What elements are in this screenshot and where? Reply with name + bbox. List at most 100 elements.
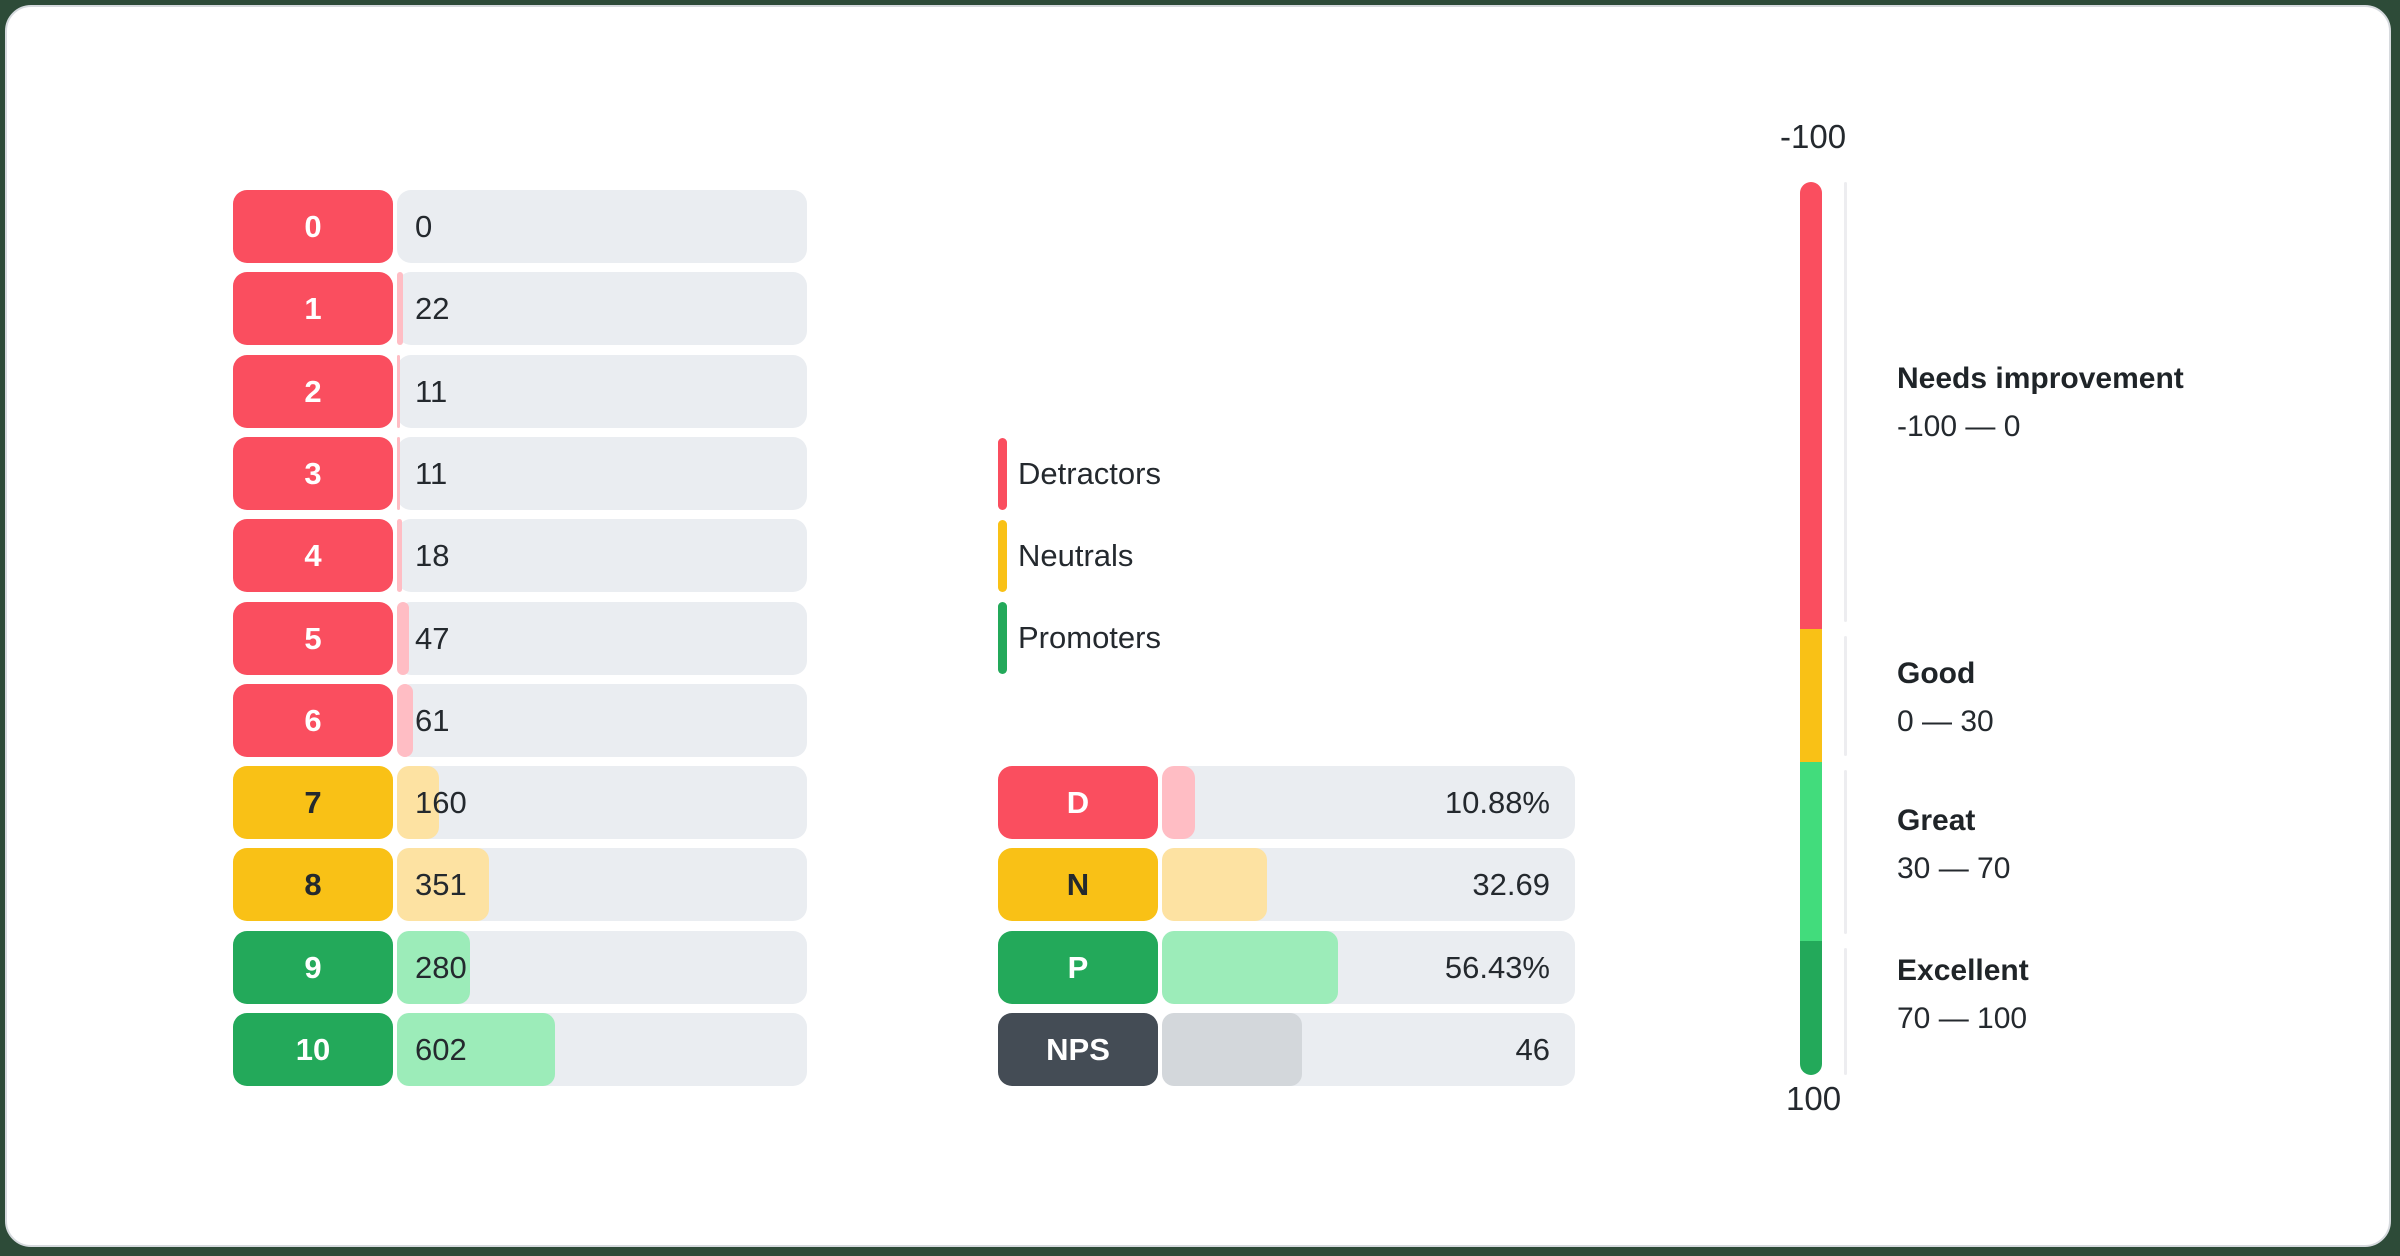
summary-value: 32.69 — [1472, 866, 1550, 902]
score-label: 7 — [233, 766, 393, 839]
score-track: 18 — [397, 519, 807, 592]
gauge-zone-name: Good — [1897, 657, 1976, 690]
score-value: 18 — [415, 537, 450, 573]
score-label: 6 — [233, 684, 393, 757]
score-label: 5 — [233, 602, 393, 675]
legend-marker-icon — [998, 520, 1007, 592]
score-label: 9 — [233, 931, 393, 1004]
score-label: 3 — [233, 437, 393, 510]
summary-track: 46 — [1162, 1013, 1575, 1086]
gauge-zone-name: Excellent — [1897, 954, 2029, 987]
gauge-axis-segment — [1844, 635, 1847, 756]
summary-label: NPS — [998, 1013, 1158, 1086]
score-label: 1 — [233, 272, 393, 345]
score-label: 8 — [233, 848, 393, 921]
gauge-zone-label: Excellent 70 — 100 — [1897, 954, 2029, 1036]
score-value: 61 — [415, 702, 450, 738]
score-track: 61 — [397, 684, 807, 757]
summary-fill — [1162, 766, 1195, 839]
gauge-zone-label: Needs improvement -100 — 0 — [1897, 362, 2184, 444]
score-track: 11 — [397, 437, 807, 510]
gauge-zone-range: 0 — 30 — [1897, 705, 1994, 738]
score-value: 351 — [415, 866, 467, 902]
score-fill — [397, 684, 413, 757]
score-value: 0 — [415, 208, 433, 244]
gauge-segment-great — [1800, 762, 1822, 942]
legend-marker-icon — [998, 438, 1007, 510]
score-fill — [397, 848, 490, 921]
gauge-zone-range: -100 — 0 — [1897, 410, 2021, 443]
score-row: 1 22 — [233, 272, 807, 345]
gauge-zone-label: Good 0 — 30 — [1897, 657, 1994, 739]
legend-item-neutrals[interactable]: Neutrals — [998, 520, 1133, 592]
score-fill — [397, 272, 403, 345]
summary-fill — [1162, 931, 1338, 1004]
score-value: 602 — [415, 1031, 467, 1067]
score-row: 8 351 — [233, 848, 807, 921]
score-track: 22 — [397, 272, 807, 345]
summary-track: 10.88% — [1162, 766, 1575, 839]
summary-value: 10.88% — [1444, 784, 1550, 820]
gauge-segment-needs-improvement — [1800, 182, 1822, 629]
summary-value: 46 — [1515, 1031, 1550, 1067]
summary-label: N — [998, 848, 1158, 921]
score-row: 7 160 — [233, 766, 807, 839]
legend-marker-icon — [998, 602, 1007, 674]
score-row: 5 47 — [233, 602, 807, 675]
gauge-axis-segment — [1844, 948, 1847, 1075]
score-label: 10 — [233, 1013, 393, 1086]
summary-label: D — [998, 766, 1158, 839]
summary-row-p: P 56.43% — [998, 931, 1575, 1004]
score-value: 160 — [415, 784, 467, 820]
score-track: 0 — [397, 190, 807, 263]
score-row: 4 18 — [233, 519, 807, 592]
score-label: 4 — [233, 519, 393, 592]
score-track: 602 — [397, 1013, 807, 1086]
summary-fill — [1162, 848, 1267, 921]
gauge-zone-label: Great 30 — 70 — [1897, 804, 2010, 886]
score-value: 11 — [415, 455, 448, 491]
gauge-axis-segment — [1844, 182, 1847, 622]
score-fill — [397, 602, 410, 675]
score-fill — [397, 355, 400, 428]
score-fill — [397, 766, 439, 839]
legend-item-promoters[interactable]: Promoters — [998, 602, 1161, 674]
gauge-max-label: 100 — [1786, 1080, 1842, 1117]
summary-value: 56.43% — [1444, 949, 1550, 985]
score-track: 160 — [397, 766, 807, 839]
score-track: 351 — [397, 848, 807, 921]
score-value: 280 — [415, 949, 467, 985]
gauge-zone-range: 30 — 70 — [1897, 852, 2011, 885]
score-row: 10 602 — [233, 1013, 807, 1086]
score-row: 9 280 — [233, 931, 807, 1004]
score-fill — [397, 1013, 555, 1086]
score-track: 47 — [397, 602, 807, 675]
score-track: 280 — [397, 931, 807, 1004]
score-value: 22 — [415, 290, 450, 326]
score-fill — [397, 437, 400, 510]
summary-track: 32.69 — [1162, 848, 1575, 921]
score-row: 6 61 — [233, 684, 807, 757]
gauge-min-label: -100 — [1780, 118, 1847, 155]
summary-track: 56.43% — [1162, 931, 1575, 1004]
score-value: 11 — [415, 373, 448, 409]
score-row: 3 11 — [233, 437, 807, 510]
gauge-zone-range: 70 — 100 — [1897, 1002, 2028, 1035]
gauge-bar — [1800, 182, 1822, 1075]
legend-label: Neutrals — [1018, 538, 1134, 573]
score-value: 47 — [415, 620, 450, 656]
summary-label: P — [998, 931, 1158, 1004]
legend-label: Promoters — [1018, 620, 1161, 655]
summary-row-d: D 10.88% — [998, 766, 1575, 839]
summary-row-n: N 32.69 — [998, 848, 1575, 921]
score-fill — [397, 519, 402, 592]
score-label: 2 — [233, 355, 393, 428]
score-label: 0 — [233, 190, 393, 263]
score-track: 11 — [397, 355, 807, 428]
summary-row-nps: NPS 46 — [998, 1013, 1575, 1086]
score-row: 2 11 — [233, 355, 807, 428]
legend-item-detractors[interactable]: Detractors — [998, 438, 1161, 510]
summary-fill — [1162, 1013, 1302, 1086]
